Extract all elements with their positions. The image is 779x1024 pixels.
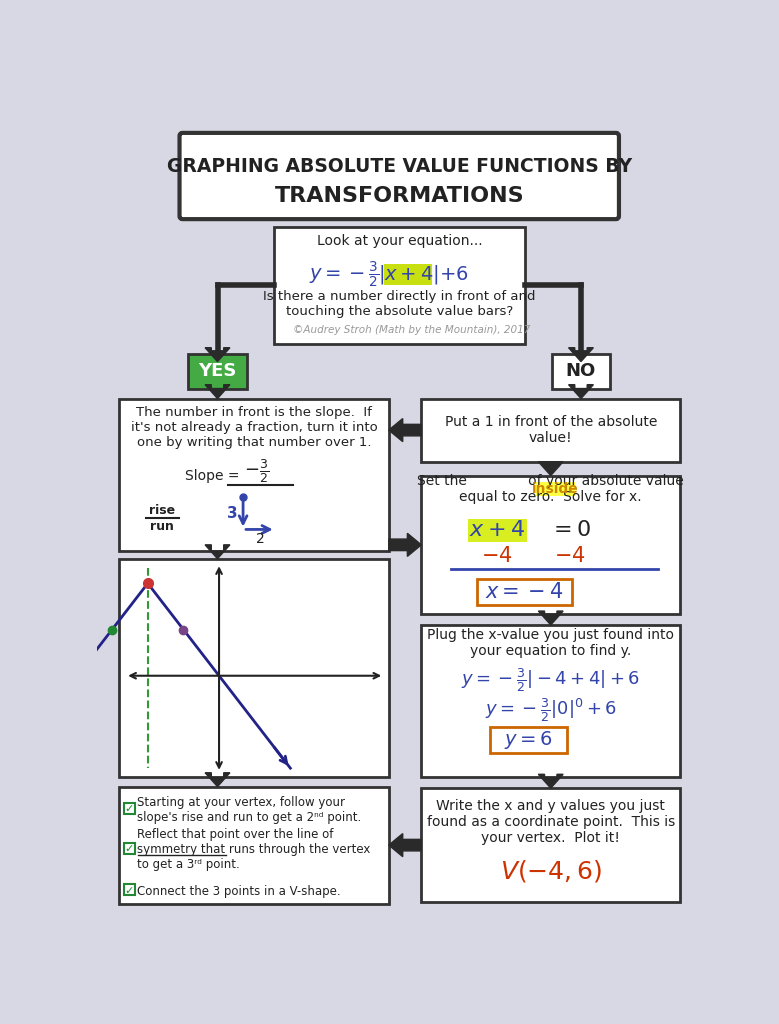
Text: $= 0$: $= 0$ — [549, 520, 591, 541]
FancyArrow shape — [569, 348, 594, 361]
Text: GRAPHING ABSOLUTE VALUE FUNCTIONS BY: GRAPHING ABSOLUTE VALUE FUNCTIONS BY — [167, 158, 632, 176]
Bar — [421, 788, 680, 902]
Text: Starting at your vertex, follow your
slope's rise and run to get a 2ⁿᵈ point.: Starting at your vertex, follow your slo… — [137, 796, 361, 823]
FancyArrow shape — [389, 534, 421, 556]
Text: ✓: ✓ — [125, 804, 134, 814]
Text: $y = 6$: $y = 6$ — [504, 729, 553, 751]
Bar — [274, 227, 525, 344]
Text: $y = -\frac{3}{2}|0|^{0}+6$: $y = -\frac{3}{2}|0|^{0}+6$ — [485, 695, 617, 724]
Text: $+6$: $+6$ — [439, 265, 469, 284]
Bar — [421, 398, 680, 462]
Text: ©Audrey Stroh (Math by the Mountain), 2017: ©Audrey Stroh (Math by the Mountain), 20… — [293, 325, 530, 335]
Text: $x = -4$: $x = -4$ — [485, 582, 563, 602]
FancyArrow shape — [569, 385, 594, 398]
Text: Set the              of your absolute value
equal to zero.  Solve for x.: Set the of your absolute value equal to … — [418, 474, 684, 505]
Bar — [181, 134, 618, 217]
Bar — [124, 843, 135, 854]
FancyArrow shape — [205, 773, 230, 786]
Text: $x + 4$: $x + 4$ — [469, 520, 525, 541]
FancyArrow shape — [538, 462, 563, 475]
FancyArrow shape — [205, 385, 230, 398]
Bar — [421, 625, 680, 777]
Text: $-4$: $-4$ — [481, 546, 513, 565]
Text: Put a 1 in front of the absolute
value!: Put a 1 in front of the absolute value! — [445, 415, 657, 445]
Text: $-4$: $-4$ — [555, 546, 586, 565]
Text: Look at your equation...: Look at your equation... — [317, 233, 482, 248]
Bar — [119, 786, 389, 903]
FancyBboxPatch shape — [179, 133, 619, 219]
Text: ✓: ✓ — [125, 886, 134, 896]
Bar — [536, 482, 575, 497]
FancyArrow shape — [538, 611, 563, 625]
Bar — [119, 398, 389, 551]
FancyArrow shape — [389, 419, 421, 441]
Bar — [188, 354, 247, 388]
FancyArrow shape — [205, 348, 230, 361]
Text: 3: 3 — [227, 506, 238, 521]
Text: ✓: ✓ — [125, 844, 134, 854]
Text: Slope =: Slope = — [185, 469, 244, 482]
Bar — [124, 885, 135, 895]
Text: $V(-4, 6)$: $V(-4, 6)$ — [499, 858, 602, 885]
Text: Is there a number directly in front of and
touching the absolute value bars?: Is there a number directly in front of a… — [263, 290, 536, 317]
Bar — [477, 579, 572, 605]
Bar — [119, 559, 389, 777]
Text: Write the x and y values you just
found as a coordinate point.  This is
your ver: Write the x and y values you just found … — [427, 799, 675, 845]
Text: $y = -\frac{3}{2}$: $y = -\frac{3}{2}$ — [308, 259, 379, 290]
Bar — [489, 727, 567, 753]
Text: run: run — [150, 520, 174, 532]
Bar — [124, 803, 135, 814]
Text: $-\frac{3}{2}$: $-\frac{3}{2}$ — [245, 457, 270, 484]
FancyArrow shape — [538, 774, 563, 788]
Bar — [384, 264, 432, 286]
Text: NO: NO — [566, 361, 596, 380]
Text: $|x+4|$: $|x+4|$ — [378, 263, 439, 286]
Text: rise: rise — [149, 505, 174, 517]
Text: TRANSFORMATIONS: TRANSFORMATIONS — [274, 186, 524, 206]
Text: Reflect that point over the line of
symmetry that runs through the vertex
to get: Reflect that point over the line of symm… — [137, 828, 370, 871]
Text: Plug the x-value you just found into
your equation to find y.: Plug the x-value you just found into you… — [427, 629, 675, 658]
Bar — [421, 475, 680, 614]
Text: YES: YES — [199, 361, 237, 380]
FancyArrow shape — [389, 834, 421, 857]
Bar — [468, 519, 527, 542]
Text: $y = -\frac{3}{2}|-4+4|+6$: $y = -\frac{3}{2}|-4+4|+6$ — [461, 667, 640, 694]
FancyArrow shape — [205, 545, 230, 559]
Bar — [552, 354, 611, 388]
Text: Connect the 3 points in a V-shape.: Connect the 3 points in a V-shape. — [137, 885, 340, 898]
Text: 2: 2 — [256, 532, 265, 547]
Text: inside: inside — [532, 482, 579, 497]
Text: The number in front is the slope.  If
it's not already a fraction, turn it into
: The number in front is the slope. If it'… — [131, 407, 377, 450]
